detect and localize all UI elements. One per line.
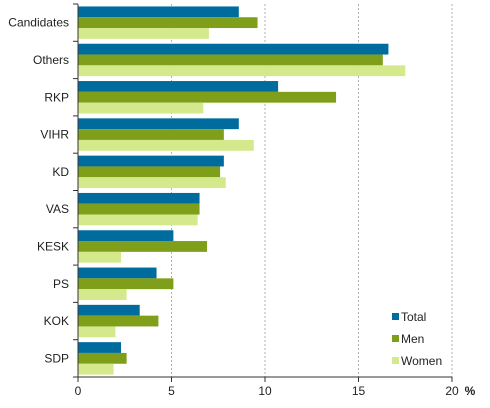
legend-item-men: Men xyxy=(392,332,424,346)
bar-women xyxy=(78,363,114,375)
bar-group xyxy=(78,6,258,39)
bar-total xyxy=(78,6,239,18)
x-tick-label: 0 xyxy=(75,384,82,398)
bar-women xyxy=(78,251,122,263)
bar-total xyxy=(78,267,157,279)
bars xyxy=(78,6,406,375)
bar-men xyxy=(78,203,200,215)
bar-total xyxy=(78,43,389,55)
category-label: VAS xyxy=(46,202,69,216)
category-label: KESK xyxy=(37,239,69,253)
x-tick-label: 15 xyxy=(352,384,366,398)
bar-men xyxy=(78,91,337,103)
bar-group xyxy=(78,304,159,338)
bar-group xyxy=(78,192,200,226)
bar-total xyxy=(78,304,140,316)
bar-women xyxy=(78,65,406,77)
category-label: Others xyxy=(33,53,69,67)
category-label: VIHR xyxy=(40,128,69,142)
bar-men xyxy=(78,352,127,364)
category-label: RKP xyxy=(44,90,69,104)
legend-label: Women xyxy=(401,354,442,368)
bar-group xyxy=(78,342,127,375)
category-label: Candidates xyxy=(8,16,69,30)
bar-total xyxy=(78,155,224,167)
category-label: SDP xyxy=(44,351,69,365)
category-label: PS xyxy=(53,277,69,291)
axes xyxy=(73,3,453,382)
bar-group xyxy=(78,267,174,300)
bar-group xyxy=(78,43,406,77)
legend-item-total: Total xyxy=(392,310,426,324)
bar-women xyxy=(78,177,226,189)
bar-total xyxy=(78,230,174,242)
bar-total xyxy=(78,342,122,353)
bar-women xyxy=(78,102,204,114)
bar-men xyxy=(78,278,174,290)
bar-group xyxy=(78,230,208,263)
category-label: KOK xyxy=(44,314,69,328)
category-label: KD xyxy=(52,165,69,179)
legend-label: Total xyxy=(401,310,426,324)
bar-group xyxy=(78,155,226,189)
bar-women xyxy=(78,214,198,226)
x-tick-label: 20 xyxy=(445,384,459,398)
bar-group xyxy=(78,118,254,151)
legend-item-women: Women xyxy=(392,354,442,368)
legend: Total Men Women xyxy=(392,310,442,368)
bar-women xyxy=(78,139,254,151)
x-tick-label: 10 xyxy=(258,384,272,398)
bar-men xyxy=(78,315,159,327)
bar-women xyxy=(78,289,127,300)
bar-total xyxy=(78,81,279,92)
bar-total xyxy=(78,192,200,204)
legend-label: Men xyxy=(401,332,424,346)
bar-women xyxy=(78,326,116,338)
legend-swatch xyxy=(392,335,399,342)
legend-swatch xyxy=(392,357,399,364)
bar-total xyxy=(78,118,239,130)
bar-men xyxy=(78,17,258,29)
bar-men xyxy=(78,241,208,252)
bar-men xyxy=(78,166,221,178)
x-tick-labels: 0 5 10 15 20% xyxy=(75,384,476,398)
bar-group xyxy=(78,81,337,114)
bar-men xyxy=(78,129,224,140)
bar-women xyxy=(78,28,209,39)
x-tick-label: 5 xyxy=(168,384,175,398)
category-labels: Candidates Others RKP VIHR KD VAS KESK PS KOK SDP xyxy=(8,16,69,366)
bar-men xyxy=(78,54,383,66)
x-axis-unit-label: % xyxy=(465,384,476,398)
legend-swatch xyxy=(392,313,399,320)
